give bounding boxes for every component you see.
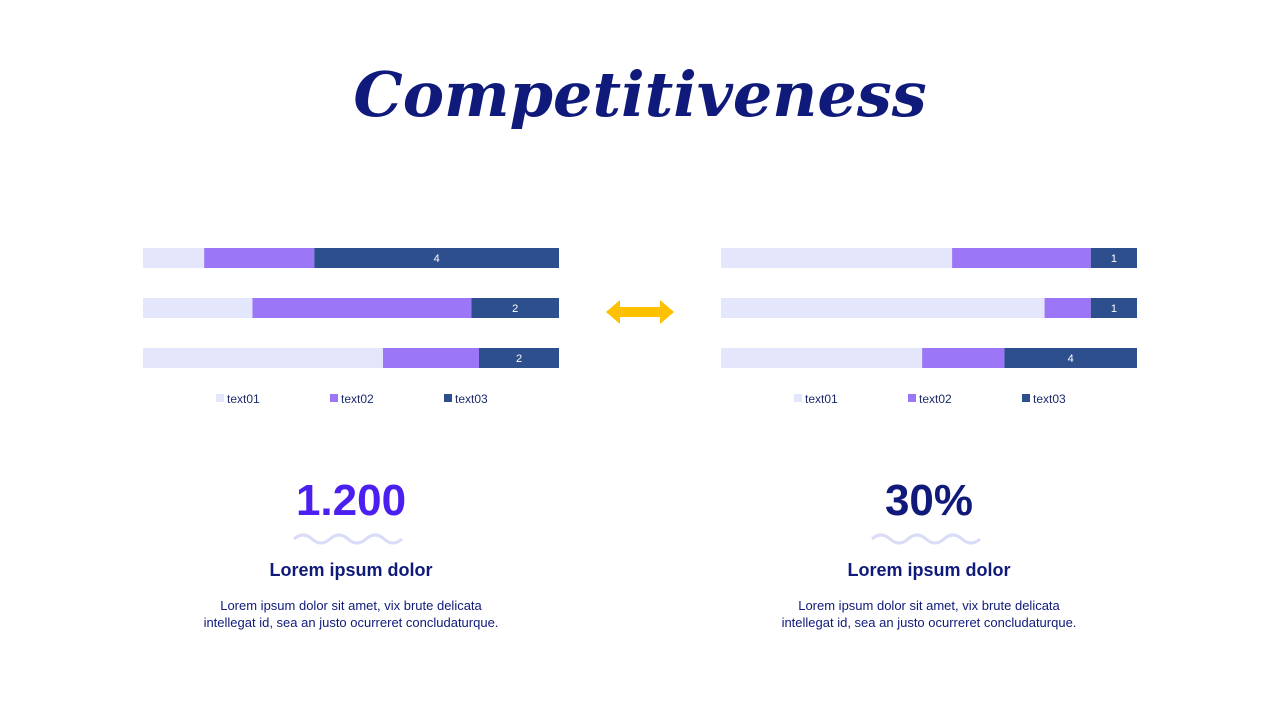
right-bar-label-row1: 1: [1111, 253, 1117, 265]
left-bar-row2-text03: [471, 298, 559, 318]
left-bar-row3-text02: [383, 348, 479, 368]
left-legend-swatch-text01: [216, 394, 224, 402]
right-stat-value: 30%: [884, 476, 974, 525]
left-bar-row1-text03: [314, 248, 559, 268]
left-stat-body-line1: Lorem ipsum dolor sit amet, vix brute de…: [220, 598, 482, 613]
right-bar-row3-text03: [1004, 348, 1137, 368]
left-bar-row2-text02: [252, 298, 472, 318]
left-stacked-bar-chart: 4 2 2 text01 text02 text03: [140, 236, 560, 416]
right-stat-body: Lorem ipsum dolor sit amet, vix brute de…: [729, 597, 1129, 631]
right-bar-row2-text01: [721, 298, 1045, 318]
right-bar-row1-text03: [1090, 248, 1137, 268]
left-bar-label-row1: 4: [434, 253, 440, 265]
left-bar-label-row3: 2: [516, 353, 522, 365]
right-legend-swatch-text02: [908, 394, 916, 402]
left-legend-swatch-text02: [330, 394, 338, 402]
wave-divider-icon: [293, 533, 403, 545]
right-stat-body-line1: Lorem ipsum dolor sit amet, vix brute de…: [798, 598, 1060, 613]
right-bar-label-row2: 1: [1111, 303, 1117, 315]
right-legend-swatch-text03: [1022, 394, 1030, 402]
right-stat-body-line2: intellegat id, sea an justo ocurreret co…: [781, 615, 1077, 630]
left-bar-row2-text01: [143, 298, 253, 318]
left-stat-heading: Lorem ipsum dolor: [269, 560, 433, 580]
right-bar-row2-text03: [1090, 298, 1137, 318]
right-legend-swatch-text01: [794, 394, 802, 402]
right-chart-svg: 1 1 4 text01 text02 text03: [721, 248, 1137, 406]
right-legend-label-text02: text02: [919, 392, 952, 406]
left-stat-value: 1.200: [295, 476, 407, 525]
right-stacked-bar-chart: 1 1 4 text01 text02 text03: [718, 236, 1138, 416]
double-arrow-icon: [606, 300, 674, 324]
left-bar-row3-text03: [479, 348, 559, 368]
left-legend-swatch-text03: [444, 394, 452, 402]
right-legend-label-text01: text01: [805, 392, 838, 406]
left-legend-label-text03: text03: [455, 392, 488, 406]
left-legend-label-text02: text02: [341, 392, 374, 406]
right-bar-row1-text02: [952, 248, 1091, 268]
right-bar-row1-text01: [721, 248, 953, 268]
right-legend-label-text03: text03: [1033, 392, 1066, 406]
left-bar-row1-text01: [143, 248, 205, 268]
left-bar-label-row2: 2: [512, 303, 518, 315]
left-chart-svg: 4 2 2 text01 text02 text03: [143, 248, 559, 406]
wave-divider-icon: [871, 533, 981, 545]
right-bar-row3-text01: [721, 348, 923, 368]
left-legend-label-text01: text01: [227, 392, 260, 406]
right-bar-label-row3: 4: [1068, 353, 1074, 365]
right-bar-row3-text02: [922, 348, 1005, 368]
page-title: Competitiveness: [353, 58, 927, 131]
left-stat-body-line2: intellegat id, sea an justo ocurreret co…: [203, 615, 499, 630]
left-stat-body: Lorem ipsum dolor sit amet, vix brute de…: [151, 597, 551, 631]
left-bar-row3-text01: [143, 348, 383, 368]
right-stat-heading: Lorem ipsum dolor: [847, 560, 1011, 580]
left-bar-row1-text02: [204, 248, 315, 268]
right-bar-row2-text02: [1044, 298, 1091, 318]
